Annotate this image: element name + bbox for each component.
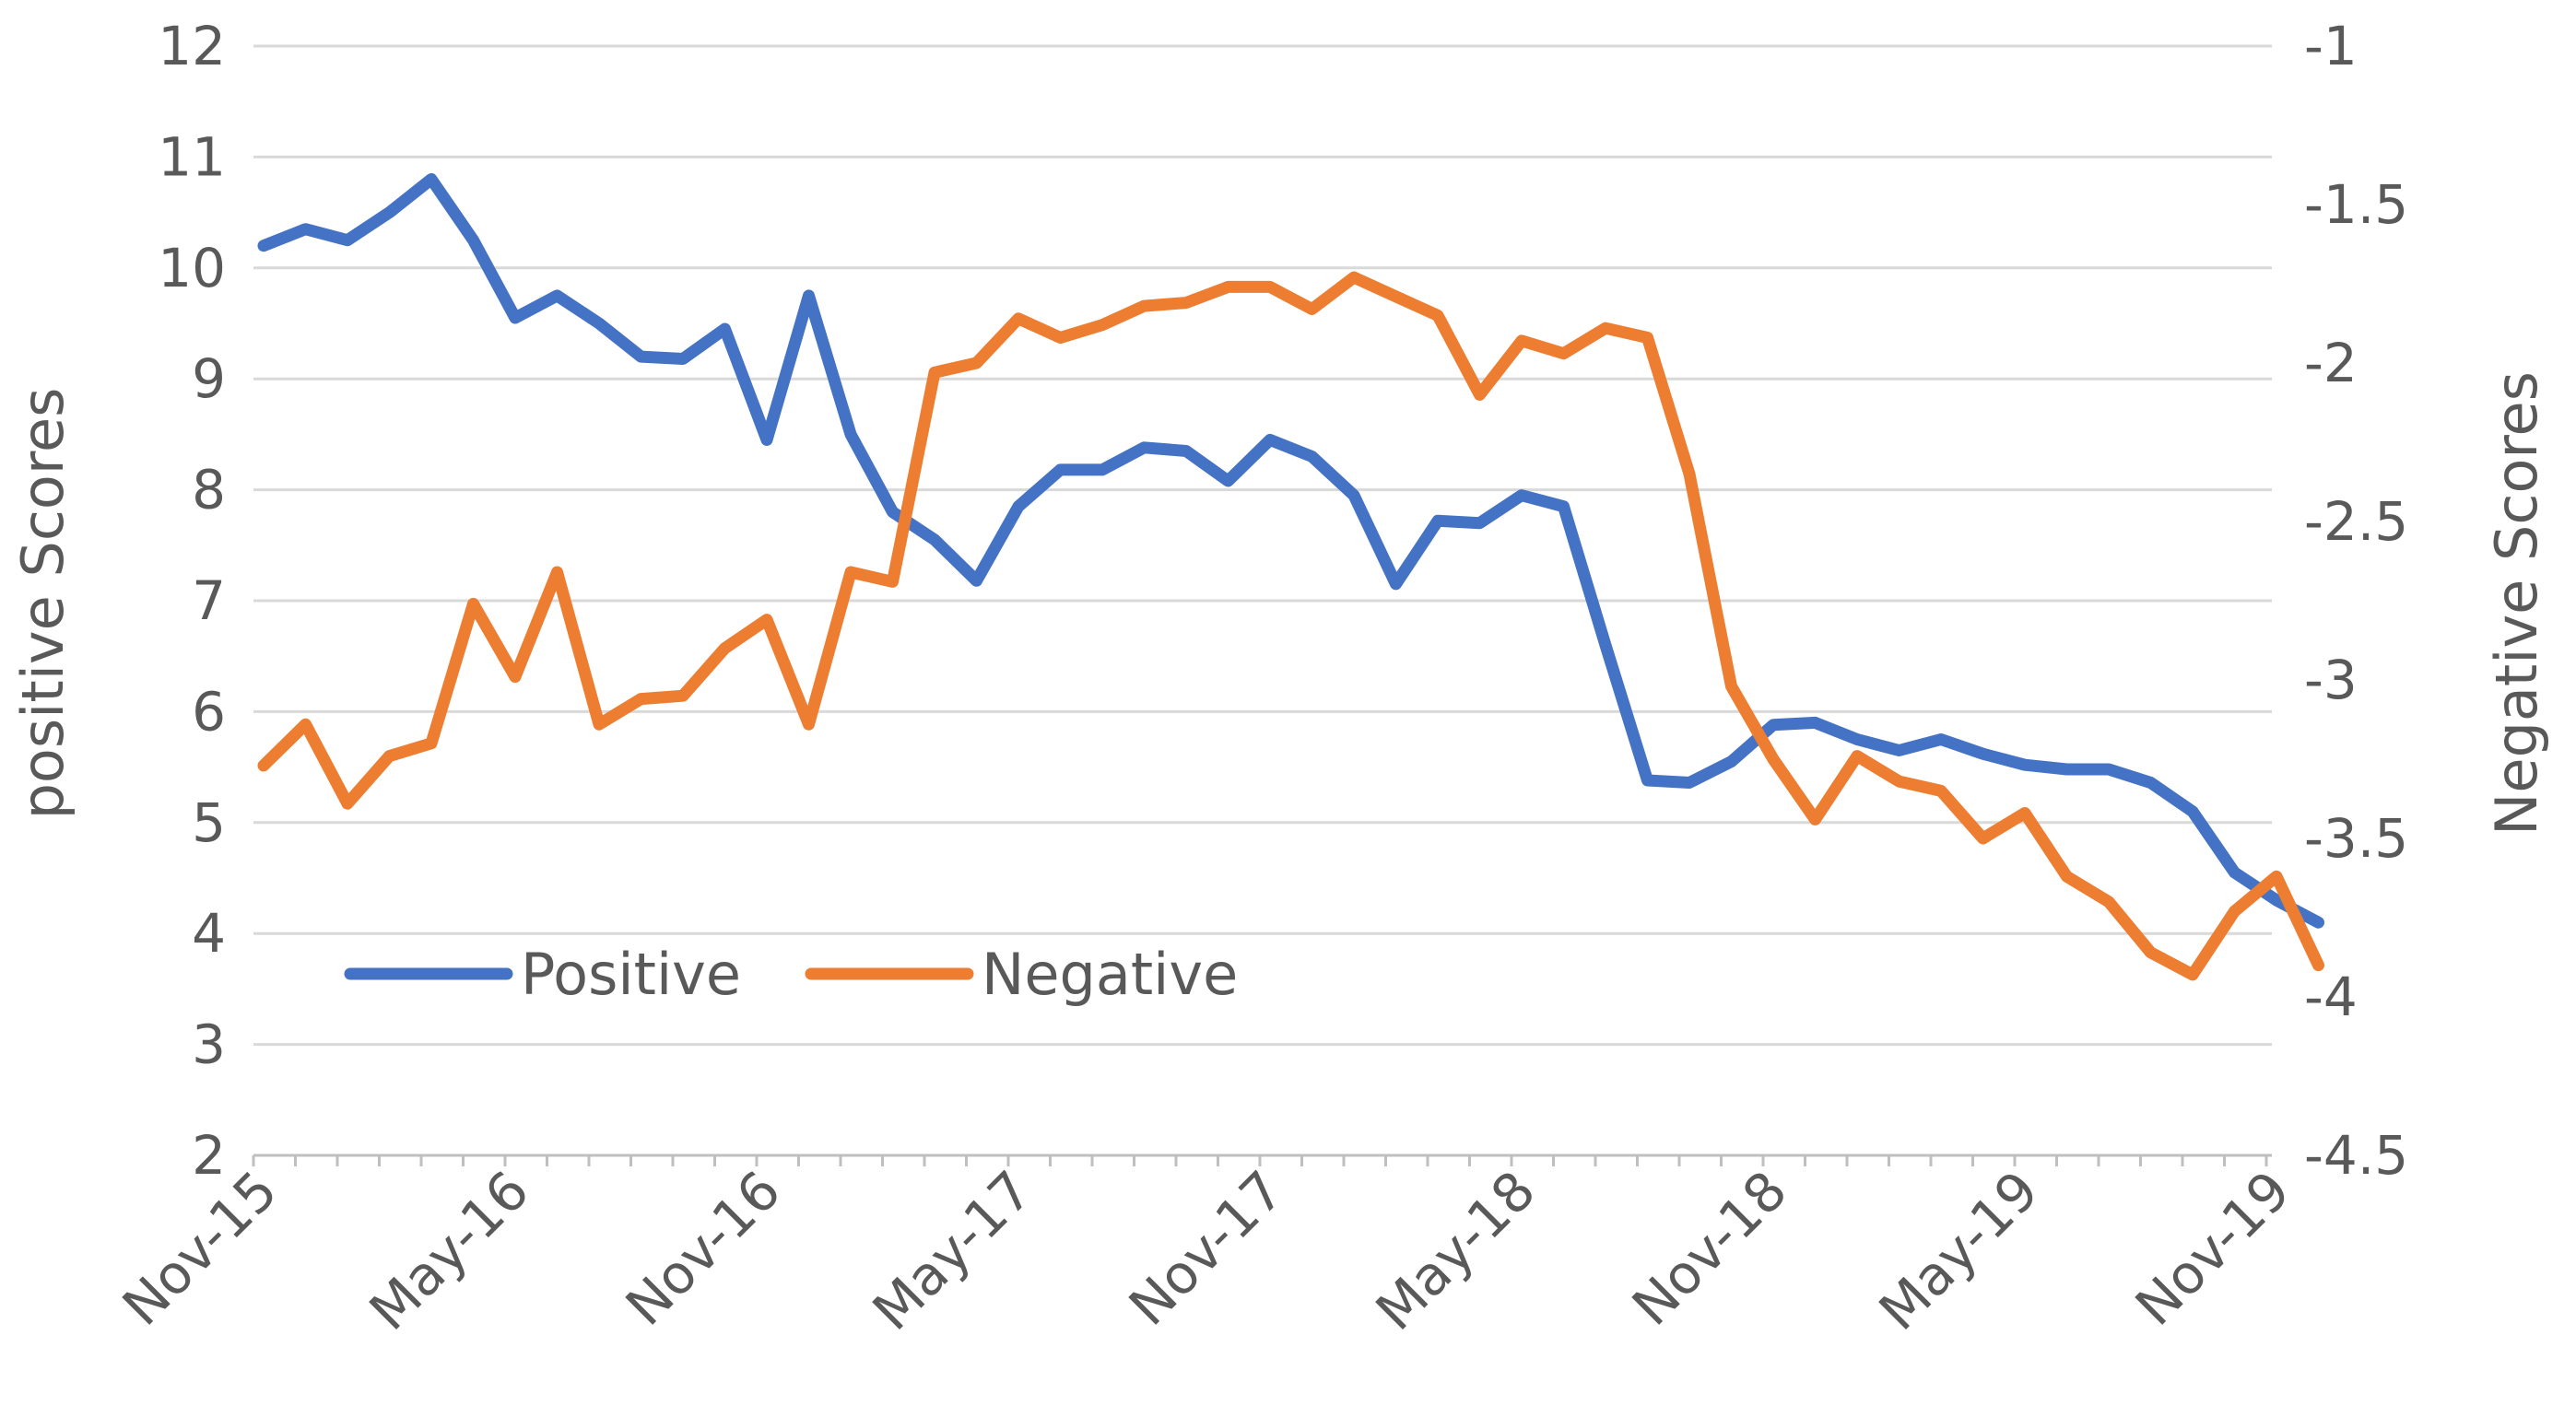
y2-axis-title: Negative Scores [2483,371,2550,836]
y-tick-label: 8 [192,459,226,521]
y-axis-title: positive Scores [9,388,76,820]
series-line-negative [257,271,2324,981]
x-tick-label: May-19 [1867,1159,2051,1342]
legend-label-negative: Negative [982,941,1238,1008]
x-tick-label: Nov-16 [614,1159,793,1338]
x-tick-label: May-17 [861,1159,1044,1342]
y2-tick-label: -4 [2304,966,2358,1028]
y-tick-label: 11 [158,125,226,188]
x-tick-label: Nov-19 [2123,1159,2302,1338]
y-tick-label: 5 [192,791,226,854]
y2-tick-label: -2.5 [2304,490,2408,553]
y-tick-label: 3 [192,1013,226,1076]
y-tick-label: 10 [158,237,226,299]
y2-tick-label: -2 [2304,332,2358,394]
x-tick-label: Nov-18 [1620,1159,1799,1338]
series-lines [257,173,2324,981]
y-tick-label: 2 [192,1124,226,1187]
x-tick-label: May-16 [358,1159,541,1342]
y2-tick-label: -3.5 [2304,807,2408,870]
x-tick-label: May-18 [1364,1159,1547,1342]
y-tick-label: 6 [192,680,226,743]
x-tick-label: Nov-17 [1117,1159,1296,1338]
y-tick-label: 9 [192,347,226,410]
y-tick-label: 4 [192,902,226,965]
y-tick-label: 7 [192,569,226,632]
y-tick-label: 12 [158,15,226,77]
y2-tick-label: -1 [2304,15,2358,77]
y2-tick-label: -1.5 [2304,173,2408,236]
y2-tick-label: -3 [2304,649,2358,711]
legend: Positive Negative [344,941,1238,1008]
y2-tick-label: -4.5 [2304,1124,2408,1187]
gridlines [253,44,2272,1047]
series-line-positive [257,173,2324,929]
legend-label-positive: Positive [521,941,741,1008]
